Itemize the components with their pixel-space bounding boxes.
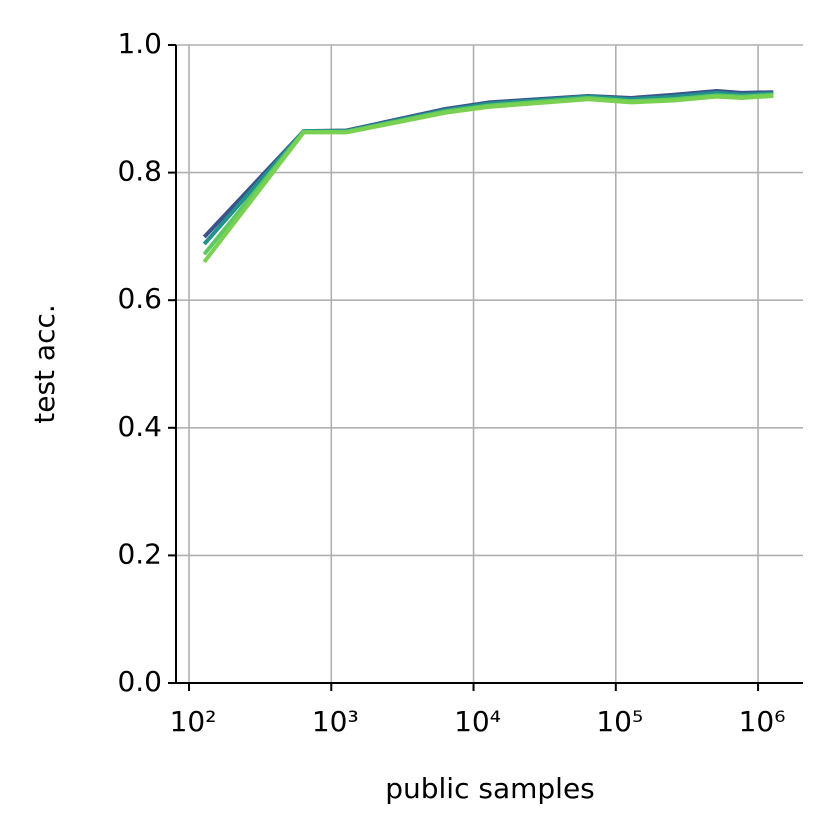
y-tick-label: 0.2 bbox=[117, 537, 162, 570]
series-line bbox=[202, 94, 774, 264]
y-tick-label: 0.0 bbox=[117, 665, 162, 698]
y-axis-label: test acc. bbox=[28, 304, 61, 424]
y-tick-label: 0.8 bbox=[117, 155, 162, 188]
x-tick-label: 10⁶ bbox=[739, 705, 786, 738]
x-tick-label: 10² bbox=[170, 705, 217, 738]
x-tick-label: 10⁴ bbox=[454, 705, 501, 738]
y-tick-label: 0.4 bbox=[117, 410, 162, 443]
y-tick-label: 1.0 bbox=[117, 27, 162, 60]
series-line bbox=[202, 92, 774, 256]
x-tick-label: 10³ bbox=[312, 705, 359, 738]
series-line bbox=[202, 88, 774, 239]
y-tick-label: 0.6 bbox=[117, 282, 162, 315]
x-tick-label: 10⁵ bbox=[596, 705, 643, 738]
series-line bbox=[202, 90, 774, 246]
x-axis-label: public samples bbox=[385, 772, 595, 805]
